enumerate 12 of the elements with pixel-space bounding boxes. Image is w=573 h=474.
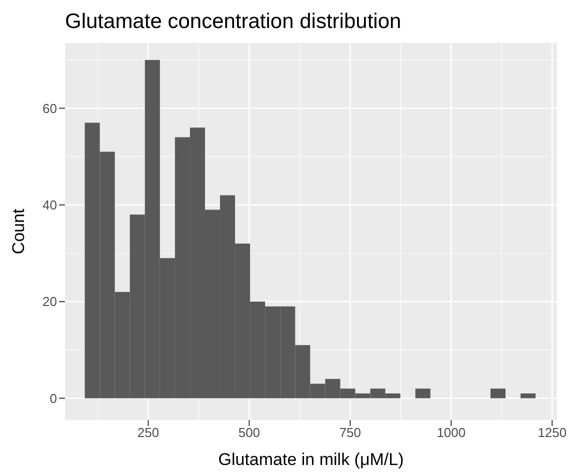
y-axis-title: Count (9, 208, 28, 254)
y-tick-label: 0 (50, 390, 57, 406)
y-tick-label: 40 (42, 198, 57, 213)
x-axis-title: Glutamate in milk (μM/L) (218, 450, 404, 469)
x-tick-label: 250 (137, 425, 160, 440)
y-tick-label: 60 (42, 100, 57, 116)
x-tick-label: 1250 (538, 425, 567, 440)
y-tick-label: 20 (42, 294, 57, 310)
chart-title: Glutamate concentration distribution (64, 9, 402, 35)
x-tick-label: 750 (339, 425, 362, 440)
x-tick-label: 1000 (436, 425, 466, 440)
x-tick-label: 500 (238, 425, 260, 440)
